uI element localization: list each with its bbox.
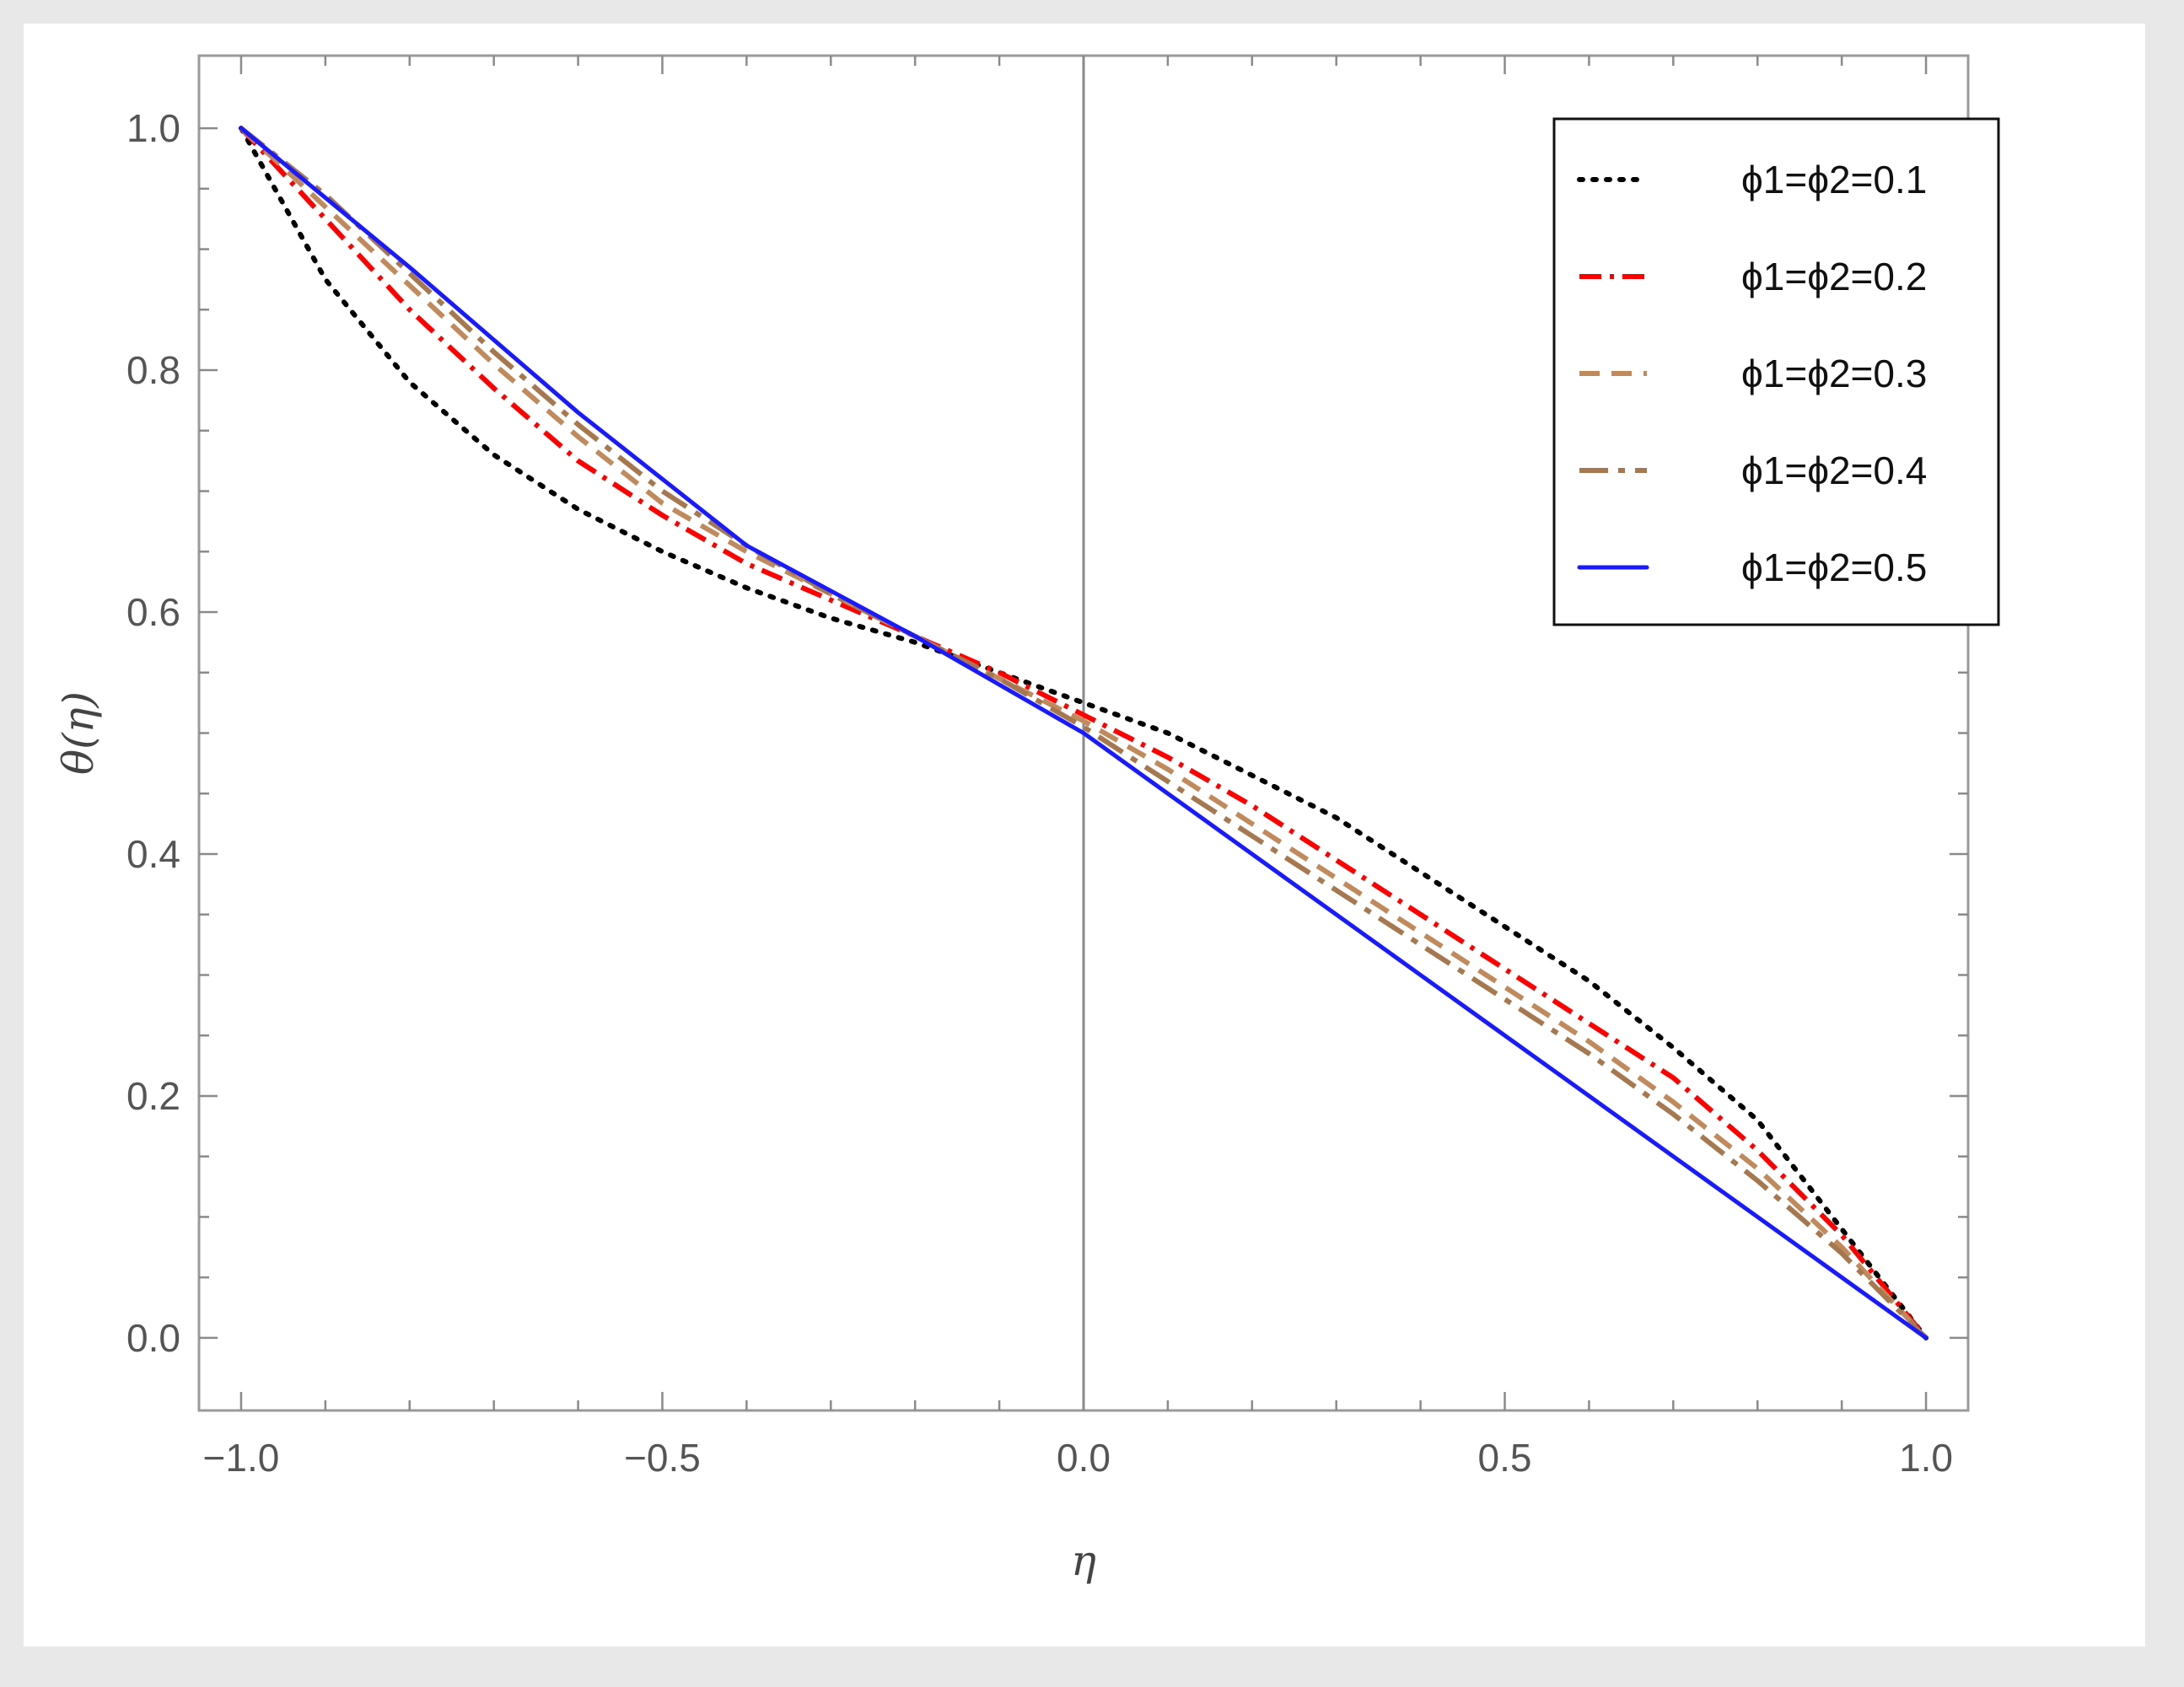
y-tick-label: 0.0: [126, 1316, 180, 1360]
legend: ϕ1=ϕ2=0.1 ϕ1=ϕ2=0.2 ϕ1=ϕ2=0.3 ϕ1=ϕ2=0.4 ϕ1=ϕ…: [1552, 117, 2000, 626]
x-tick-label: 0.5: [1478, 1436, 1532, 1480]
y-tick-label: 1.0: [126, 106, 180, 150]
x-tick-label: 1.0: [1899, 1436, 1953, 1480]
legend-label: ϕ1=ϕ2=0.1: [1741, 158, 1927, 201]
y-tick-label: 0.4: [126, 832, 180, 876]
figure-card: −1.0 −0.5 0.0 0.5 1.0 0.0 0.2 0.4 0.6 0.8 1.0 η θ(…: [24, 24, 2145, 1647]
tick-labels: −1.0 −0.5 0.0 0.5 1.0 0.0 0.2 0.4 0.6 0.8 1.0: [126, 106, 1953, 1480]
legend-label: ϕ1=ϕ2=0.3: [1741, 352, 1927, 395]
chart: −1.0 −0.5 0.0 0.5 1.0 0.0 0.2 0.4 0.6 0.8 1.0 η θ(…: [54, 54, 2000, 1585]
y-axis-label: θ(η): [54, 691, 103, 775]
series-line-2: [239, 126, 1928, 1340]
legend-label: ϕ1=ϕ2=0.4: [1741, 449, 1927, 492]
series-line-4: [239, 126, 1928, 1340]
legend-label: ϕ1=ϕ2=0.2: [1741, 255, 1927, 298]
y-tick-label: 0.8: [126, 348, 180, 392]
y-tick-label: 0.6: [126, 590, 180, 634]
x-tick-label: 0.0: [1057, 1436, 1111, 1480]
legend-label: ϕ1=ϕ2=0.5: [1741, 545, 1927, 589]
series-line-1: [239, 126, 1928, 1340]
series-line-3: [239, 126, 1928, 1340]
x-tick-label: −0.5: [624, 1436, 701, 1480]
series-group: [239, 126, 1928, 1340]
x-tick-label: −1.0: [203, 1436, 280, 1480]
x-axis-label: η: [1071, 1536, 1096, 1585]
series-line-5: [239, 126, 1928, 1340]
y-tick-label: 0.2: [126, 1074, 180, 1118]
